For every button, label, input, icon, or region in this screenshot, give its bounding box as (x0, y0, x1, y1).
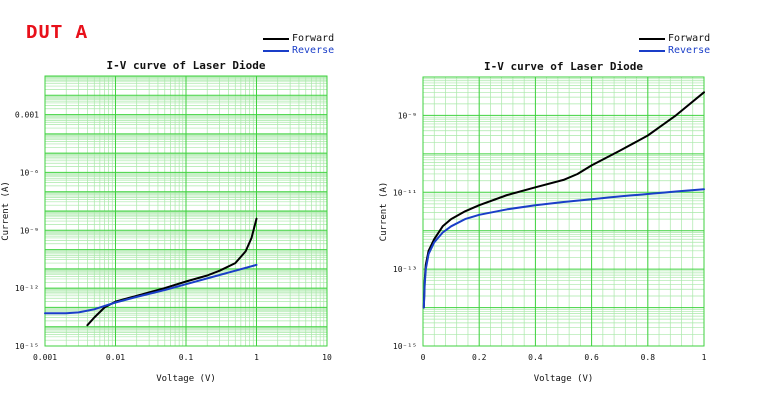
x-axis-label: Voltage (V) (534, 374, 594, 384)
series-line-reverse (44, 263, 258, 315)
x-tick-label: 0 (421, 353, 426, 362)
legend-item-reverse: Reverse (639, 45, 710, 57)
series-line-forward (86, 217, 258, 327)
y-tick-label: 10⁻⁹ (398, 111, 417, 120)
x-tick-label: 0.8 (641, 353, 656, 362)
x-tick-label: 1 (702, 353, 707, 362)
y-tick-label: 10⁻¹⁵ (393, 342, 417, 351)
legend-label-forward: Forward (292, 33, 335, 44)
y-tick-label: 10⁻¹⁵ (15, 342, 39, 351)
legend-right: Forward Reverse (639, 33, 710, 57)
legend-item-forward: Forward (639, 33, 710, 45)
y-axis-label: Current (A) (1, 181, 11, 241)
y-tick-label: 10⁻⁹ (20, 226, 39, 235)
legend-swatch-forward (263, 38, 289, 40)
legend-left: Forward Reverse (263, 33, 334, 57)
y-tick-label: 10⁻⁶ (20, 168, 39, 177)
y-tick-label: 10⁻¹³ (393, 265, 417, 274)
chart-title: I-V curve of Laser Diode (484, 60, 643, 73)
legend-item-forward: Forward (263, 33, 334, 45)
x-tick-label: 0.2 (472, 353, 487, 362)
series-line-reverse (422, 188, 705, 309)
x-tick-label: 0.1 (179, 353, 194, 362)
x-tick-label: 0.4 (528, 353, 543, 362)
chart-title: I-V curve of Laser Diode (107, 59, 266, 72)
x-tick-label: 1 (254, 353, 259, 362)
x-tick-label: 0.6 (584, 353, 599, 362)
x-tick-label: 0.001 (33, 353, 57, 362)
legend-swatch-reverse (639, 50, 665, 52)
legend-label-reverse: Reverse (668, 45, 711, 56)
y-tick-label: 10⁻¹² (15, 284, 39, 293)
legend-label-reverse: Reverse (292, 45, 335, 56)
x-axis-label: Voltage (V) (156, 374, 216, 384)
y-tick-label: 10⁻¹¹ (393, 188, 417, 197)
legend-item-reverse: Reverse (263, 45, 334, 57)
legend-swatch-forward (639, 38, 665, 40)
legend-swatch-reverse (263, 50, 289, 52)
legend-label-forward: Forward (668, 33, 711, 44)
y-tick-label: 0.001 (15, 111, 39, 120)
x-tick-label: 10 (322, 353, 332, 362)
plot-area (422, 76, 705, 347)
x-tick-label: 0.01 (106, 353, 125, 362)
page-title: DUT A (26, 22, 89, 44)
y-axis-label: Current (A) (379, 182, 389, 242)
chart-log-log: I-V curve of Laser Diode 0.001 0.01 0.1 1 10 1… (1, 59, 332, 384)
